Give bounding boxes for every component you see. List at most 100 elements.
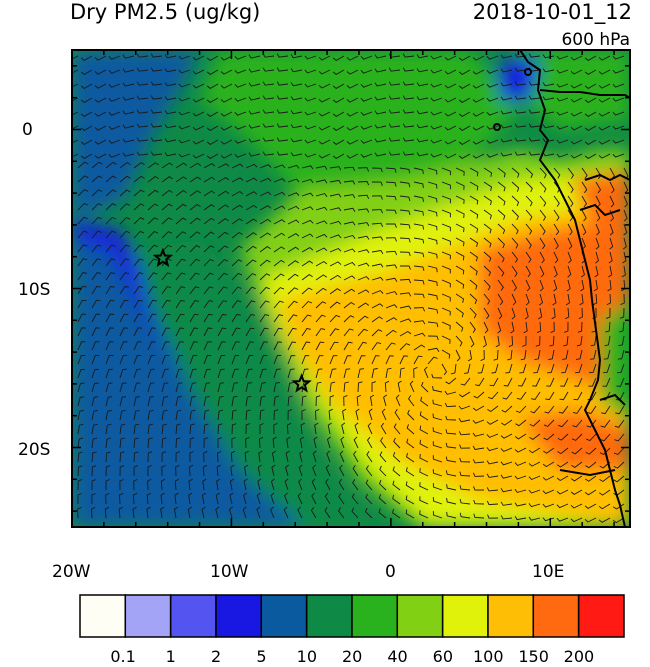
wind-barb <box>122 96 135 101</box>
wind-barb <box>217 259 229 267</box>
wind-barb <box>455 293 465 303</box>
wind-barb <box>324 507 331 519</box>
wind-barb <box>311 478 317 491</box>
wind-barb <box>270 492 275 505</box>
wind-barb <box>119 423 126 435</box>
wind-barb <box>301 314 312 323</box>
wind-barb <box>119 437 125 449</box>
wind-barb <box>91 203 103 211</box>
wind-barb <box>360 139 373 144</box>
station-2-star-icon <box>291 373 312 393</box>
wind-barb <box>273 259 285 267</box>
wind-barb <box>574 377 583 387</box>
wind-barb <box>304 125 317 130</box>
wind-barb <box>91 382 99 393</box>
wind-barb <box>374 82 387 87</box>
wind-barb <box>273 178 286 183</box>
wind-barb <box>161 231 173 239</box>
wind-barb <box>231 395 238 407</box>
wind-barb <box>567 251 572 264</box>
wind-barb <box>486 153 499 158</box>
wind-barb <box>217 327 227 337</box>
wind-barb <box>122 110 135 115</box>
wind-barb <box>432 399 443 407</box>
wind-barb <box>341 422 346 435</box>
wind-barb <box>161 176 173 183</box>
wind-barb <box>384 380 390 393</box>
wind-barb <box>301 206 314 211</box>
wind-barb <box>298 464 303 477</box>
wind-barb <box>147 451 153 463</box>
wind-barb <box>598 517 611 523</box>
wind-barb <box>217 341 226 351</box>
wind-barb <box>357 249 370 254</box>
wind-barb <box>371 342 382 351</box>
wind-barb <box>77 258 88 267</box>
wind-barb <box>486 419 499 425</box>
wind-barb <box>161 465 166 477</box>
wind-barb <box>132 506 137 519</box>
wind-barb <box>459 512 471 519</box>
wind-barb <box>472 55 485 61</box>
wind-barb <box>136 81 149 86</box>
wind-barb <box>133 409 140 421</box>
wind-barb <box>77 382 85 393</box>
wind-barb <box>338 478 345 491</box>
wind-barb <box>609 181 615 194</box>
wind-barb <box>413 167 424 175</box>
wind-barb <box>469 237 479 248</box>
wind-barb <box>91 216 102 225</box>
wind-barb <box>133 258 144 267</box>
wind-barb <box>203 450 208 463</box>
wind-barb <box>622 251 627 264</box>
wind-barb <box>455 237 465 247</box>
wind-barb <box>399 167 411 174</box>
wind-barb <box>202 478 207 491</box>
wind-barb <box>217 231 229 239</box>
wind-barb <box>77 493 82 505</box>
wind-barb <box>567 195 574 208</box>
wind-barb <box>91 161 103 169</box>
wind-barb <box>164 54 177 59</box>
wind-barb <box>432 413 443 421</box>
wind-barb <box>360 97 373 102</box>
wind-barb <box>416 82 429 87</box>
wind-barb <box>231 313 241 323</box>
wind-barb <box>483 209 492 220</box>
wind-barb <box>133 299 143 309</box>
wind-barb <box>371 303 384 309</box>
wind-barb <box>343 368 351 379</box>
wind-barb <box>91 175 103 183</box>
wind-barb <box>553 251 559 264</box>
wind-barb <box>525 209 533 221</box>
wind-barb <box>571 447 583 455</box>
wind-barb <box>445 429 457 435</box>
wind-barb <box>587 391 597 401</box>
wind-barb <box>553 265 558 278</box>
wind-barb <box>245 395 252 407</box>
wind-barb <box>353 436 359 449</box>
wind-barb <box>528 461 541 467</box>
wind-barb <box>119 244 130 253</box>
wind-barb <box>567 265 572 278</box>
wind-barb <box>189 464 194 477</box>
wind-barb <box>357 328 368 337</box>
wind-barb <box>529 419 541 427</box>
wind-barb <box>276 95 289 100</box>
wind-barb <box>558 419 569 428</box>
wind-barb <box>338 493 345 505</box>
wind-barb <box>318 111 331 117</box>
wind-barb <box>458 97 471 103</box>
wind-barb <box>413 251 425 258</box>
wind-barb <box>318 139 331 145</box>
wind-barb <box>455 167 465 176</box>
colorbar-box <box>487 594 535 638</box>
wind-barb <box>175 437 181 449</box>
wind-barb <box>147 299 157 309</box>
wind-barb <box>374 54 387 59</box>
wind-barb <box>455 349 461 362</box>
wind-barb <box>343 328 354 337</box>
wind-barb <box>514 515 527 521</box>
wind-barb <box>441 195 451 204</box>
wind-barb <box>259 205 272 211</box>
